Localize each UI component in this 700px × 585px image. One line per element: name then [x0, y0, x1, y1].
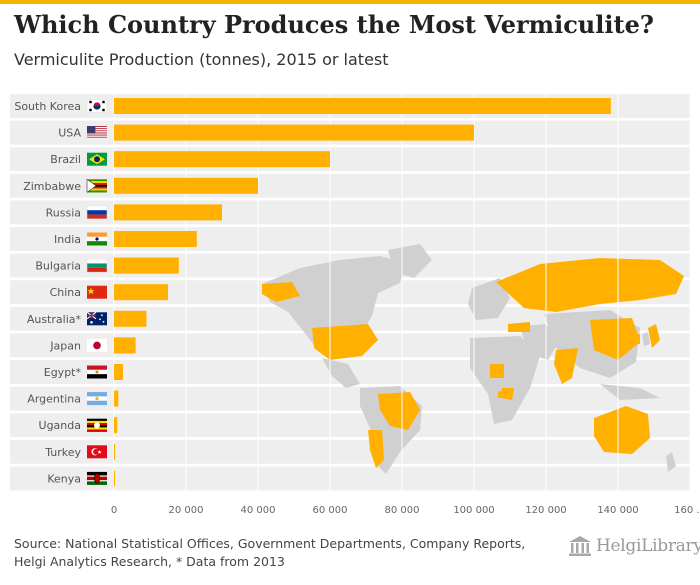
- category-label: Australia*: [27, 313, 82, 326]
- map-landmass: [520, 324, 560, 360]
- map-landmass: [634, 334, 640, 344]
- category-label: Bulgaria: [35, 260, 81, 273]
- india-flag-icon: [87, 232, 107, 246]
- map-landmass: [468, 278, 510, 320]
- zimbabwe-flag-icon: [86, 178, 107, 193]
- map-landmass: [508, 322, 530, 332]
- bar-kenya: [114, 470, 115, 487]
- bar-japan: [114, 337, 136, 354]
- logo-text: HelgiLibrary: [596, 536, 700, 556]
- row-band: [10, 173, 690, 198]
- map-landmass: [648, 324, 660, 348]
- map-landmass: [498, 390, 506, 398]
- map-landmass: [262, 256, 405, 350]
- category-label: Uganda: [39, 419, 81, 432]
- map-landmass: [666, 452, 676, 472]
- bar-argentina: [114, 390, 119, 407]
- bar-zimbabwe: [114, 177, 258, 194]
- x-tick-label: 40 000: [241, 505, 276, 516]
- row-band: [10, 200, 690, 225]
- map-landmass: [388, 244, 432, 278]
- x-tick-label: 100 000: [453, 505, 494, 516]
- row-band: [10, 439, 690, 464]
- category-label: Argentina: [27, 393, 81, 406]
- bar-india: [114, 231, 197, 247]
- turkey-flag-icon: [87, 445, 107, 459]
- category-label: Russia: [46, 206, 81, 219]
- map-landmass: [378, 392, 420, 430]
- chart-subtitle: Vermiculite Production (tonnes), 2015 or…: [14, 50, 389, 69]
- row-band: [10, 413, 690, 438]
- map-landmass: [262, 282, 300, 302]
- category-label: USA: [58, 127, 81, 140]
- bar-chart: South Korea USA Brazil Zimbabwe Russia India B…: [10, 94, 700, 516]
- japan-flag-icon: [87, 338, 107, 352]
- map-landmass: [590, 318, 640, 360]
- map-landmass: [490, 364, 504, 378]
- china-flag-icon: [87, 285, 107, 299]
- bar-egypt: [114, 364, 123, 380]
- helgi-library-logo: HelgiLibrary: [569, 536, 700, 556]
- category-label: Turkey: [44, 446, 81, 459]
- map-landmass: [368, 430, 384, 468]
- x-tick-label: 160 ...: [674, 505, 700, 516]
- category-label: India: [54, 233, 81, 246]
- source-line-1: Source: National Statistical Offices, Go…: [14, 536, 526, 551]
- map-landmass: [470, 336, 540, 424]
- bar-australia: [114, 310, 147, 327]
- category-label: Zimbabwe: [23, 180, 81, 193]
- map-landmass: [554, 348, 578, 384]
- category-label: Japan: [49, 339, 81, 352]
- map-landmass: [600, 384, 660, 400]
- south-korea-flag-icon: [86, 99, 108, 113]
- x-tick-label: 60 000: [313, 505, 348, 516]
- category-label: Kenya: [47, 472, 81, 485]
- chart-title: Which Country Produces the Most Vermicul…: [14, 10, 654, 39]
- category-label: Brazil: [50, 153, 81, 166]
- x-tick-label: 80 000: [385, 505, 420, 516]
- bulgaria-flag-icon: [86, 258, 108, 273]
- x-tick-label: 120 000: [525, 505, 566, 516]
- world-map: [262, 244, 684, 474]
- map-landmass: [496, 258, 684, 312]
- category-label: Egypt*: [44, 366, 82, 379]
- uganda-flag-icon: [87, 418, 107, 432]
- category-label: China: [50, 286, 81, 299]
- bar-brazil: [114, 151, 330, 168]
- egypt-flag-icon: [87, 365, 107, 379]
- map-landmass: [312, 324, 378, 360]
- source-line-2: Helgi Analytics Research, * Data from 20…: [14, 554, 285, 569]
- source-note: Source: National Statistical Offices, Go…: [14, 535, 554, 571]
- x-tick-label: 20 000: [169, 505, 204, 516]
- bar-usa: [114, 124, 474, 141]
- kenya-flag-icon: [87, 471, 107, 485]
- bar-bulgaria: [114, 257, 179, 274]
- x-tick-label: 0: [111, 505, 117, 516]
- russia-flag-icon: [86, 205, 108, 220]
- row-band: [10, 227, 690, 251]
- bar-russia: [114, 204, 222, 221]
- map-landmass: [322, 358, 360, 388]
- row-band: [10, 147, 690, 172]
- bar-turkey: [114, 443, 116, 460]
- row-band: [10, 466, 690, 491]
- bar-uganda: [114, 417, 118, 434]
- bar-south-korea: [114, 98, 611, 114]
- row-band: [10, 386, 690, 411]
- bar-china: [114, 284, 168, 301]
- category-label: South Korea: [14, 100, 81, 113]
- usa-flag-icon: [87, 126, 107, 140]
- x-tick-label: 140 000: [597, 505, 638, 516]
- australia-flag-icon: [86, 311, 107, 326]
- map-landmass: [642, 332, 650, 346]
- top-accent-bar: [0, 0, 700, 4]
- map-landmass: [594, 406, 650, 454]
- library-columns-icon: [569, 536, 591, 556]
- brazil-flag-icon: [87, 152, 107, 166]
- argentina-flag-icon: [87, 392, 107, 406]
